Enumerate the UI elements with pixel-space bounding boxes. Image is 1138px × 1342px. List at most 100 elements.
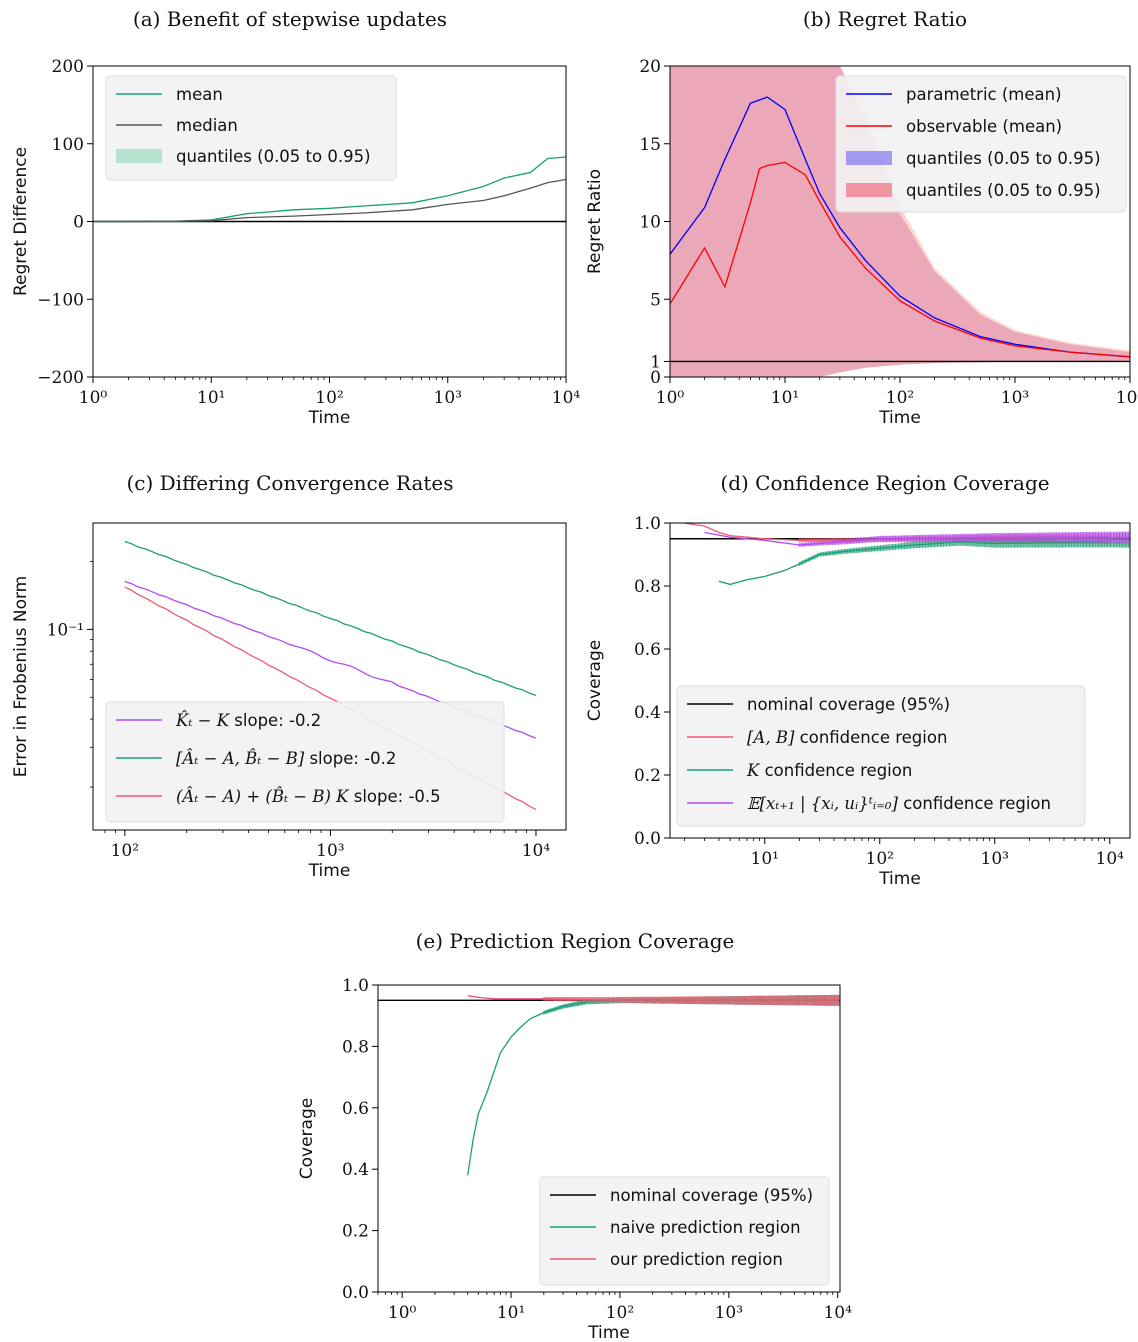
y-tick-label: 10⁻¹ <box>47 620 84 640</box>
plot-area <box>378 994 840 1176</box>
plot-area <box>670 523 1130 586</box>
legend-label-text: confidence region <box>898 794 1051 813</box>
y-tick-label: 20 <box>639 57 661 77</box>
legend-item: parametric (mean) <box>846 85 1062 104</box>
series-line-3 <box>718 541 1110 586</box>
plot-area <box>93 156 566 223</box>
y-tick-label: 0.6 <box>342 1099 369 1119</box>
legend-label: quantiles (0.05 to 0.95) <box>176 147 371 166</box>
chart-panel-1: 10⁰ 10¹ 10² 10³ 10⁴ −200 −100 0 100 200 (a) Benefi… <box>11 7 580 428</box>
legend-label-text: slope: -0.5 <box>349 787 441 806</box>
panel-title: (c) Differing Convergence Rates <box>126 471 453 495</box>
x-axis-label: Time <box>878 869 921 889</box>
series-line-2 <box>124 540 537 697</box>
legend-swatch-patch <box>846 183 892 197</box>
legend-item: quantiles (0.05 to 0.95) <box>116 147 371 166</box>
series-line-2 <box>467 999 838 1176</box>
legend-label: [A, B] confidence region <box>747 728 947 747</box>
legend-label: 𝔼[xₜ₊₁ | {xᵢ, uᵢ}ᵗᵢ₌₀] confidence region <box>747 794 1051 813</box>
y-axis-label: Error in Frobenius Norm <box>11 576 31 777</box>
series-line-1 <box>670 96 1130 358</box>
x-axis-label: Time <box>308 861 351 881</box>
legend-label: mean <box>176 85 223 104</box>
legend-item: our prediction region <box>550 1250 783 1269</box>
x-tick-label: 10⁴ <box>823 1303 852 1323</box>
legend-item: mean <box>116 85 223 104</box>
axes-frame <box>92 522 567 831</box>
x-tick-label: 10⁰ <box>79 388 108 408</box>
legend-item: naive prediction region <box>550 1218 801 1237</box>
legend-label: our prediction region <box>610 1250 783 1269</box>
y-tick-label: 100 <box>52 135 84 155</box>
legend-item: [A, B] confidence region <box>687 728 947 747</box>
legend-item: nominal coverage (95%) <box>687 695 950 714</box>
legend-label: nominal coverage (95%) <box>610 1186 813 1205</box>
legend-box <box>105 75 397 181</box>
x-tick-label: 10⁴ <box>522 841 551 861</box>
y-axis-label: Coverage <box>585 640 605 721</box>
plot-area <box>670 66 1130 377</box>
x-tick-label: 10² <box>111 841 139 861</box>
x-tick-label: 10⁴ <box>552 388 581 408</box>
legend-label: observable (mean) <box>906 117 1062 136</box>
y-tick-label: 15 <box>639 135 661 155</box>
legend-box <box>105 701 505 823</box>
x-tick-label: 10³ <box>434 388 462 408</box>
y-tick-label: 0.4 <box>342 1160 369 1180</box>
legend-item: 𝔼[xₜ₊₁ | {xᵢ, uᵢ}ᵗᵢ₌₀] confidence region <box>687 794 1051 813</box>
x-tick-label: 10¹ <box>751 849 779 869</box>
legend-item: [Âₜ − A, B̂ₜ − B] slope: -0.2 <box>116 748 396 768</box>
y-tick-label: 0 <box>650 368 661 388</box>
legend-item: median <box>116 116 238 135</box>
y-tick-label: 0.0 <box>634 829 661 849</box>
legend-item: nominal coverage (95%) <box>550 1186 813 1205</box>
chart-panel-4: 10¹ 10² 10³ 10⁴ 0.0 0.2 0.4 0.6 0.8 1.0 (d) Confid… <box>585 471 1131 889</box>
legend: nominal coverage (95%) [A, B] confidence … <box>676 685 1086 827</box>
x-tick-label: 10² <box>315 388 343 408</box>
x-tick-label: 10¹ <box>497 1303 525 1323</box>
legend-label-math: [Âₜ − A, B̂ₜ − B] <box>176 748 305 768</box>
x-tick-label: 10³ <box>316 841 344 861</box>
x-tick-label: 10⁰ <box>388 1303 417 1323</box>
legend-swatch-patch <box>116 149 162 163</box>
legend-item: quantiles (0.05 to 0.95) <box>846 181 1101 200</box>
y-tick-label: 0 <box>73 213 84 233</box>
legend-label: [Âₜ − A, B̂ₜ − B] slope: -0.2 <box>176 748 396 768</box>
y-tick-label: 0.8 <box>342 1037 369 1057</box>
x-tick-label: 10⁴ <box>1096 849 1125 869</box>
legend-label-math: 𝔼[xₜ₊₁ | {xᵢ, uᵢ}ᵗᵢ₌₀] <box>747 794 899 813</box>
legend-label: nominal coverage (95%) <box>747 695 950 714</box>
x-axis-label: Time <box>308 408 351 428</box>
x-tick-label: 10³ <box>1001 388 1029 408</box>
legend-label-text: slope: -0.2 <box>304 749 396 768</box>
y-tick-label: 0.6 <box>634 640 661 660</box>
series-line-2 <box>93 178 566 223</box>
legend-label-math: (Âₜ − A) + (B̂ₜ − B) K <box>176 786 350 806</box>
legend-box <box>835 75 1127 213</box>
legend: parametric (mean) observable (mean) quanti… <box>835 75 1127 213</box>
legend-label-text: slope: -0.2 <box>229 711 321 730</box>
legend: mean median quantiles (0.05 to 0.95) <box>105 75 397 181</box>
y-tick-label: 0.4 <box>634 703 661 723</box>
legend-swatch-patch <box>846 151 892 165</box>
series-line-2 <box>670 161 1130 358</box>
x-tick-label: 10¹ <box>197 388 225 408</box>
y-tick-label: 1.0 <box>342 976 369 996</box>
x-axis-label: Time <box>587 1323 630 1342</box>
y-tick-label: 200 <box>52 57 84 77</box>
legend-item: quantiles (0.05 to 0.95) <box>846 149 1101 168</box>
x-tick-label: 10¹ <box>771 388 799 408</box>
legend-label: quantiles (0.05 to 0.95) <box>906 149 1101 168</box>
x-tick-label: 10³ <box>981 849 1009 869</box>
series-noise-2 <box>543 994 840 1006</box>
legend-label: naive prediction region <box>610 1218 801 1237</box>
legend-box <box>539 1176 830 1286</box>
x-tick-label: 10² <box>886 388 914 408</box>
legend: nominal coverage (95%) naive prediction r… <box>539 1176 830 1286</box>
panel-title: (e) Prediction Region Coverage <box>416 929 735 953</box>
legend-label: quantiles (0.05 to 0.95) <box>906 181 1101 200</box>
panel-title: (b) Regret Ratio <box>803 7 967 31</box>
x-tick-label: 10² <box>866 849 894 869</box>
legend-item: K confidence region <box>687 761 912 780</box>
